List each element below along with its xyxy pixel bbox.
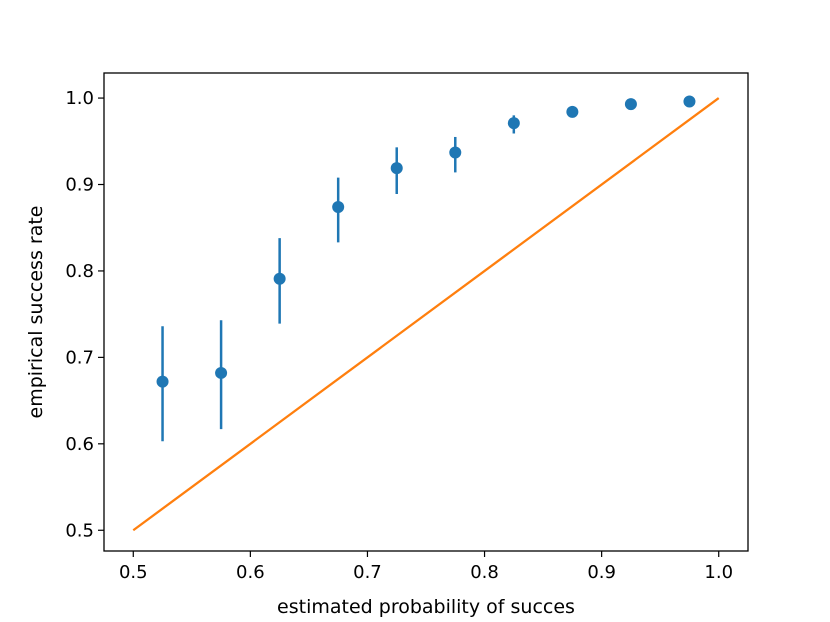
- data-point: [449, 146, 462, 159]
- data-point: [390, 162, 403, 175]
- y-axis: 0.5 0.6 0.7 0.8 0.9 1.0: [65, 88, 104, 541]
- data-point: [273, 272, 286, 285]
- y-axis-label: empirical success rate: [25, 206, 47, 419]
- data-point: [566, 105, 579, 118]
- x-tick-label: 0.8: [470, 562, 499, 583]
- data-point: [156, 375, 169, 388]
- data-point: [215, 366, 228, 379]
- x-axis: 0.5 0.6 0.7 0.8 0.9 1.0: [119, 551, 733, 583]
- data-point: [683, 95, 696, 108]
- x-tick-label: 0.6: [236, 562, 265, 583]
- y-tick-label: 0.6: [65, 434, 94, 455]
- x-tick-label: 0.5: [119, 562, 148, 583]
- y-tick-label: 0.5: [65, 520, 94, 541]
- x-tick-label: 0.7: [353, 562, 382, 583]
- plot-area: [103, 72, 749, 552]
- y-tick-label: 0.8: [65, 261, 94, 282]
- series-layer: [132, 95, 720, 532]
- y-tick-label: 1.0: [65, 88, 94, 109]
- y-tick-label: 0.9: [65, 175, 94, 196]
- y-tick-label: 0.7: [65, 347, 94, 368]
- data-point: [624, 98, 637, 111]
- data-point: [332, 200, 345, 213]
- x-tick-label: 0.9: [587, 562, 616, 583]
- data-point: [507, 117, 520, 130]
- x-tick-label: 1.0: [704, 562, 733, 583]
- x-axis-label: estimated probability of succes: [277, 596, 575, 618]
- diagonal-reference-line: [132, 97, 720, 532]
